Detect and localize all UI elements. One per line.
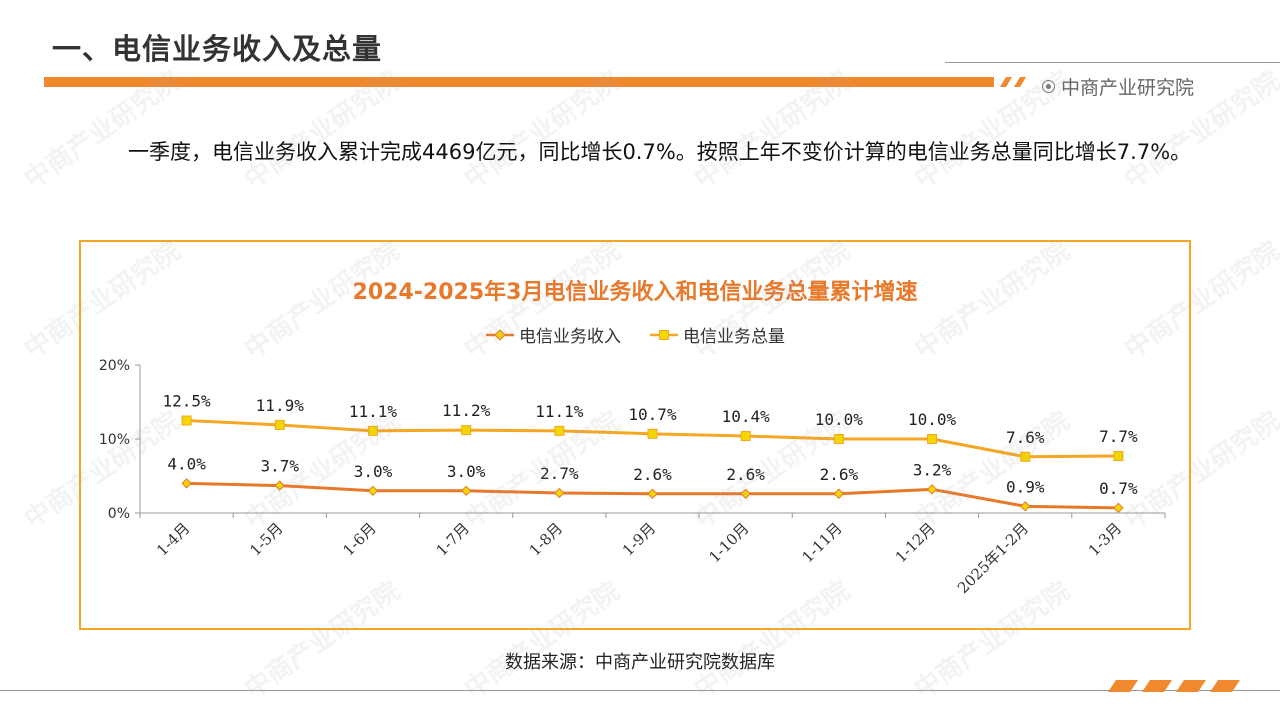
- x-tick-label: 1-5月: [246, 519, 286, 559]
- brand-name: 中商产业研究院: [1061, 77, 1195, 99]
- x-tick-label: 2025年1-2月: [954, 519, 1032, 597]
- brand-target-icon: [1042, 80, 1055, 93]
- data-label-total: 7.6%: [1006, 428, 1045, 447]
- legend-item-income: 电信业务收入: [485, 322, 621, 347]
- x-tick-label: 1-7月: [433, 519, 473, 559]
- data-point-total: [833, 434, 844, 444]
- header-stripes-decoration: [1000, 77, 1026, 87]
- data-source-note: 数据来源：中商产业研究院数据库: [505, 652, 775, 673]
- summary-paragraph: 一季度，电信业务收入累计完成4469亿元，同比增长0.7%。按照上年不变价计算的…: [128, 140, 1192, 164]
- line-chart: 0% 10% 20% 1-4月 1-5月 1-6月 1-7月 1-8月 1-9月 1-10月 1-1…: [99, 358, 1166, 597]
- x-tick-label: 1-10月: [705, 519, 752, 566]
- data-point-total: [274, 419, 285, 430]
- data-point-total: [927, 434, 938, 444]
- legend-marker-square-icon: [650, 329, 678, 340]
- legend-label-income: 电信业务收入: [519, 327, 621, 347]
- data-label-income: 4.0%: [167, 454, 206, 473]
- data-point-income: [181, 478, 192, 489]
- data-label-total: 10.7%: [628, 405, 677, 424]
- y-tick-label: 20%: [99, 358, 130, 374]
- data-point-income: [926, 484, 938, 495]
- x-tick-label: 1-12月: [892, 519, 939, 566]
- legend-label-total: 电信业务总量: [683, 327, 785, 347]
- y-tick-label: 0%: [108, 506, 130, 522]
- data-point-income: [274, 480, 285, 491]
- chart-legend: 电信业务收入 电信业务总量: [81, 322, 1189, 347]
- header-divider: [945, 62, 1280, 63]
- chart-container: 0% 10% 20% 1-4月 1-5月 1-6月 1-7月 1-8月 1-9月 1-10月 1-1…: [79, 240, 1191, 630]
- x-tick-label: 1-4月: [153, 519, 193, 559]
- data-label-total: 11.1%: [349, 402, 398, 421]
- data-point-income: [1020, 501, 1031, 512]
- data-point-income: [1113, 502, 1124, 514]
- data-label-total: 12.5%: [163, 392, 212, 411]
- data-label-total: 11.9%: [256, 396, 305, 415]
- data-point-total: [181, 415, 192, 426]
- data-point-total: [647, 428, 658, 439]
- legend-marker-diamond-icon: [486, 328, 514, 341]
- data-point-income: [554, 487, 565, 499]
- header-accent-bar: [44, 77, 994, 87]
- data-point-income: [460, 485, 472, 497]
- data-label-income: 0.9%: [1006, 477, 1045, 496]
- data-label-total: 11.1%: [535, 402, 584, 421]
- data-label-total: 10.0%: [908, 410, 957, 429]
- footer-stripes-decoration: [1108, 680, 1240, 692]
- data-label-income: 2.6%: [633, 465, 672, 484]
- data-label-income: 3.2%: [913, 460, 952, 479]
- data-point-total: [1020, 451, 1031, 462]
- data-label-total: 7.7%: [1099, 427, 1138, 446]
- x-tick-label: 1-3月: [1085, 519, 1125, 559]
- data-point-total: [740, 431, 751, 442]
- data-point-total: [1113, 451, 1124, 462]
- data-label-income: 3.0%: [447, 462, 486, 481]
- y-tick-label: 10%: [99, 432, 130, 448]
- data-point-total: [554, 425, 565, 436]
- footer-divider: [0, 690, 1280, 691]
- x-tick-label: 1-8月: [526, 519, 566, 559]
- brand-logo: 中商产业研究院: [1042, 73, 1194, 100]
- data-label-total: 10.4%: [722, 407, 771, 426]
- data-point-income: [833, 488, 845, 499]
- data-point-total: [367, 425, 378, 436]
- data-point-total: [461, 425, 472, 436]
- data-label-total: 10.0%: [815, 410, 864, 429]
- data-label-income: 2.7%: [540, 464, 579, 483]
- x-tick-label: 1-6月: [339, 519, 379, 559]
- chart-title: 2024-2025年3月电信业务收入和电信业务总量累计增速: [352, 280, 918, 305]
- x-tick-label: 1-11月: [799, 519, 846, 566]
- data-label-income: 3.0%: [354, 462, 393, 481]
- data-point-income: [367, 485, 379, 497]
- data-label-total: 11.2%: [442, 401, 491, 420]
- legend-item-total: 电信业务总量: [649, 322, 785, 347]
- x-tick-label: 1-9月: [619, 519, 659, 559]
- data-label-income: 2.6%: [820, 465, 859, 484]
- data-point-income: [647, 488, 658, 499]
- page-title: 一、电信业务收入及总量: [52, 32, 383, 66]
- data-label-income: 3.7%: [261, 457, 300, 476]
- data-point-income: [740, 488, 751, 499]
- data-label-income: 0.7%: [1099, 479, 1138, 498]
- data-label-income: 2.6%: [726, 465, 765, 484]
